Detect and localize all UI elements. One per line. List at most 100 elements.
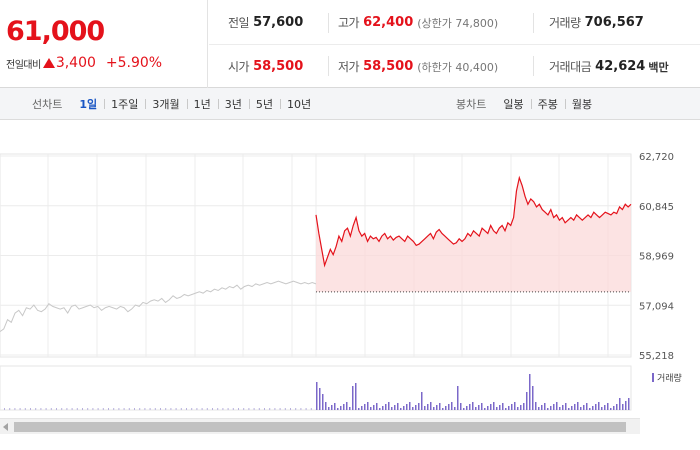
volume-bar <box>397 403 399 410</box>
volume-bar <box>595 404 597 410</box>
volume-bar <box>385 404 387 410</box>
volume-bar <box>532 386 534 410</box>
volume-bar <box>409 402 411 410</box>
volume-bar-prev <box>92 408 94 410</box>
volume-bar <box>556 402 558 410</box>
volume-bar-prev <box>227 408 229 410</box>
volume-bar <box>475 407 477 410</box>
volume-bar <box>547 408 549 410</box>
volume-bar <box>583 405 585 410</box>
volume-bar <box>394 405 396 410</box>
col-divider <box>328 13 329 33</box>
volume-bar <box>535 402 537 410</box>
volume-bar <box>319 388 321 410</box>
today-area-fill <box>316 177 631 292</box>
col-divider <box>533 56 534 76</box>
volume-bar <box>553 404 555 410</box>
high-label: 고가 <box>338 16 360 30</box>
volume-bar-prev <box>191 408 193 410</box>
y-tick-label: 58,969 <box>639 252 674 263</box>
period-10y[interactable]: 10년 <box>280 96 318 112</box>
volume-bar-prev <box>113 408 115 410</box>
volume-bar <box>562 405 564 410</box>
volume-bar <box>514 402 516 410</box>
col-divider <box>533 13 534 33</box>
high-cell: 고가 62,400 (상한가 74,800) <box>338 14 498 31</box>
low-value: 58,500 <box>363 59 414 74</box>
volume-bar-prev <box>238 408 239 410</box>
line-chart-periods: 선차트 1일 1주일 3개월 1년 3년 5년 10년 <box>32 88 318 120</box>
candle-monthly[interactable]: 월봉 <box>564 96 599 112</box>
volume-bar <box>355 383 357 410</box>
volume-bar <box>616 404 618 410</box>
volume-bar <box>622 404 624 410</box>
period-3y[interactable]: 3년 <box>217 96 249 112</box>
volume-bar <box>457 386 459 410</box>
volume-bar-prev <box>186 408 187 410</box>
y-tick-label: 60,845 <box>639 202 674 213</box>
volume-bar <box>460 403 462 410</box>
volume-bar <box>592 406 594 410</box>
high-value: 62,400 <box>363 15 414 30</box>
volume-bar <box>382 406 384 410</box>
volume-bar <box>502 403 504 410</box>
scroll-left-icon[interactable] <box>3 423 8 431</box>
period-1w[interactable]: 1주일 <box>104 96 145 112</box>
volume-bar <box>574 404 576 410</box>
volume-bar-prev <box>232 408 234 410</box>
volume-bar-prev <box>180 408 182 410</box>
volume-bar <box>346 402 348 410</box>
today-price-line <box>315 175 632 268</box>
volume-bar <box>628 398 630 410</box>
volume-bar <box>400 408 402 410</box>
volume-bar <box>463 408 465 410</box>
volume-bar-prev <box>14 408 16 410</box>
change-amount: 3,400 <box>55 55 96 71</box>
volume-bar <box>589 408 591 410</box>
period-1d[interactable]: 1일 <box>79 98 98 111</box>
volume-bar <box>367 402 369 410</box>
open-cell: 시가 58,500 <box>228 58 303 75</box>
volume-bar <box>586 403 588 410</box>
volume-bar-prev <box>201 408 203 410</box>
volume-bar-prev <box>56 408 57 410</box>
volume-frame <box>0 365 632 411</box>
period-3m[interactable]: 3개월 <box>145 96 186 112</box>
line-chart-label: 선차트 <box>32 98 63 111</box>
volume-bar <box>568 408 570 410</box>
volume-bar-prev <box>118 408 120 410</box>
volume-bar-prev <box>4 408 5 410</box>
candle-daily[interactable]: 일봉 <box>503 98 524 111</box>
volume-bar <box>508 406 510 410</box>
volume-bar-prev <box>45 408 47 410</box>
lower-limit: (하한가 40,400) <box>417 60 499 74</box>
period-5y[interactable]: 5년 <box>248 96 280 112</box>
volume-bar-prev <box>30 408 31 410</box>
volume-bar <box>559 407 561 410</box>
volume-bar-prev <box>217 408 219 410</box>
volume-bar-prev <box>253 408 255 410</box>
volume-bar <box>430 402 432 410</box>
change-percent: +5.90% <box>105 55 163 71</box>
volume-bar <box>406 404 408 410</box>
volume-bar <box>325 402 327 410</box>
volume-bar <box>544 403 546 410</box>
y-tick-label: 57,094 <box>639 301 674 312</box>
volume-bar <box>571 406 573 410</box>
volume-bar-prev <box>134 408 135 410</box>
up-arrow-icon <box>42 58 55 68</box>
price-chart: 62,720 60,845 58,969 57,094 55,218 거래량 <box>0 120 700 450</box>
volume-bar <box>604 405 606 410</box>
volume-bar-prev <box>50 408 52 410</box>
volume-bar <box>415 405 417 410</box>
chart-scrollbar[interactable] <box>0 418 640 434</box>
scroll-thumb[interactable] <box>14 422 626 432</box>
volume-bar <box>427 404 429 410</box>
col-divider <box>328 56 329 76</box>
volume-bar <box>424 406 426 410</box>
volume-bar <box>529 374 531 410</box>
volume-bar <box>490 404 492 410</box>
period-1y[interactable]: 1년 <box>186 96 218 112</box>
candle-weekly[interactable]: 주봉 <box>530 96 565 112</box>
volume-bar-prev <box>170 408 172 410</box>
